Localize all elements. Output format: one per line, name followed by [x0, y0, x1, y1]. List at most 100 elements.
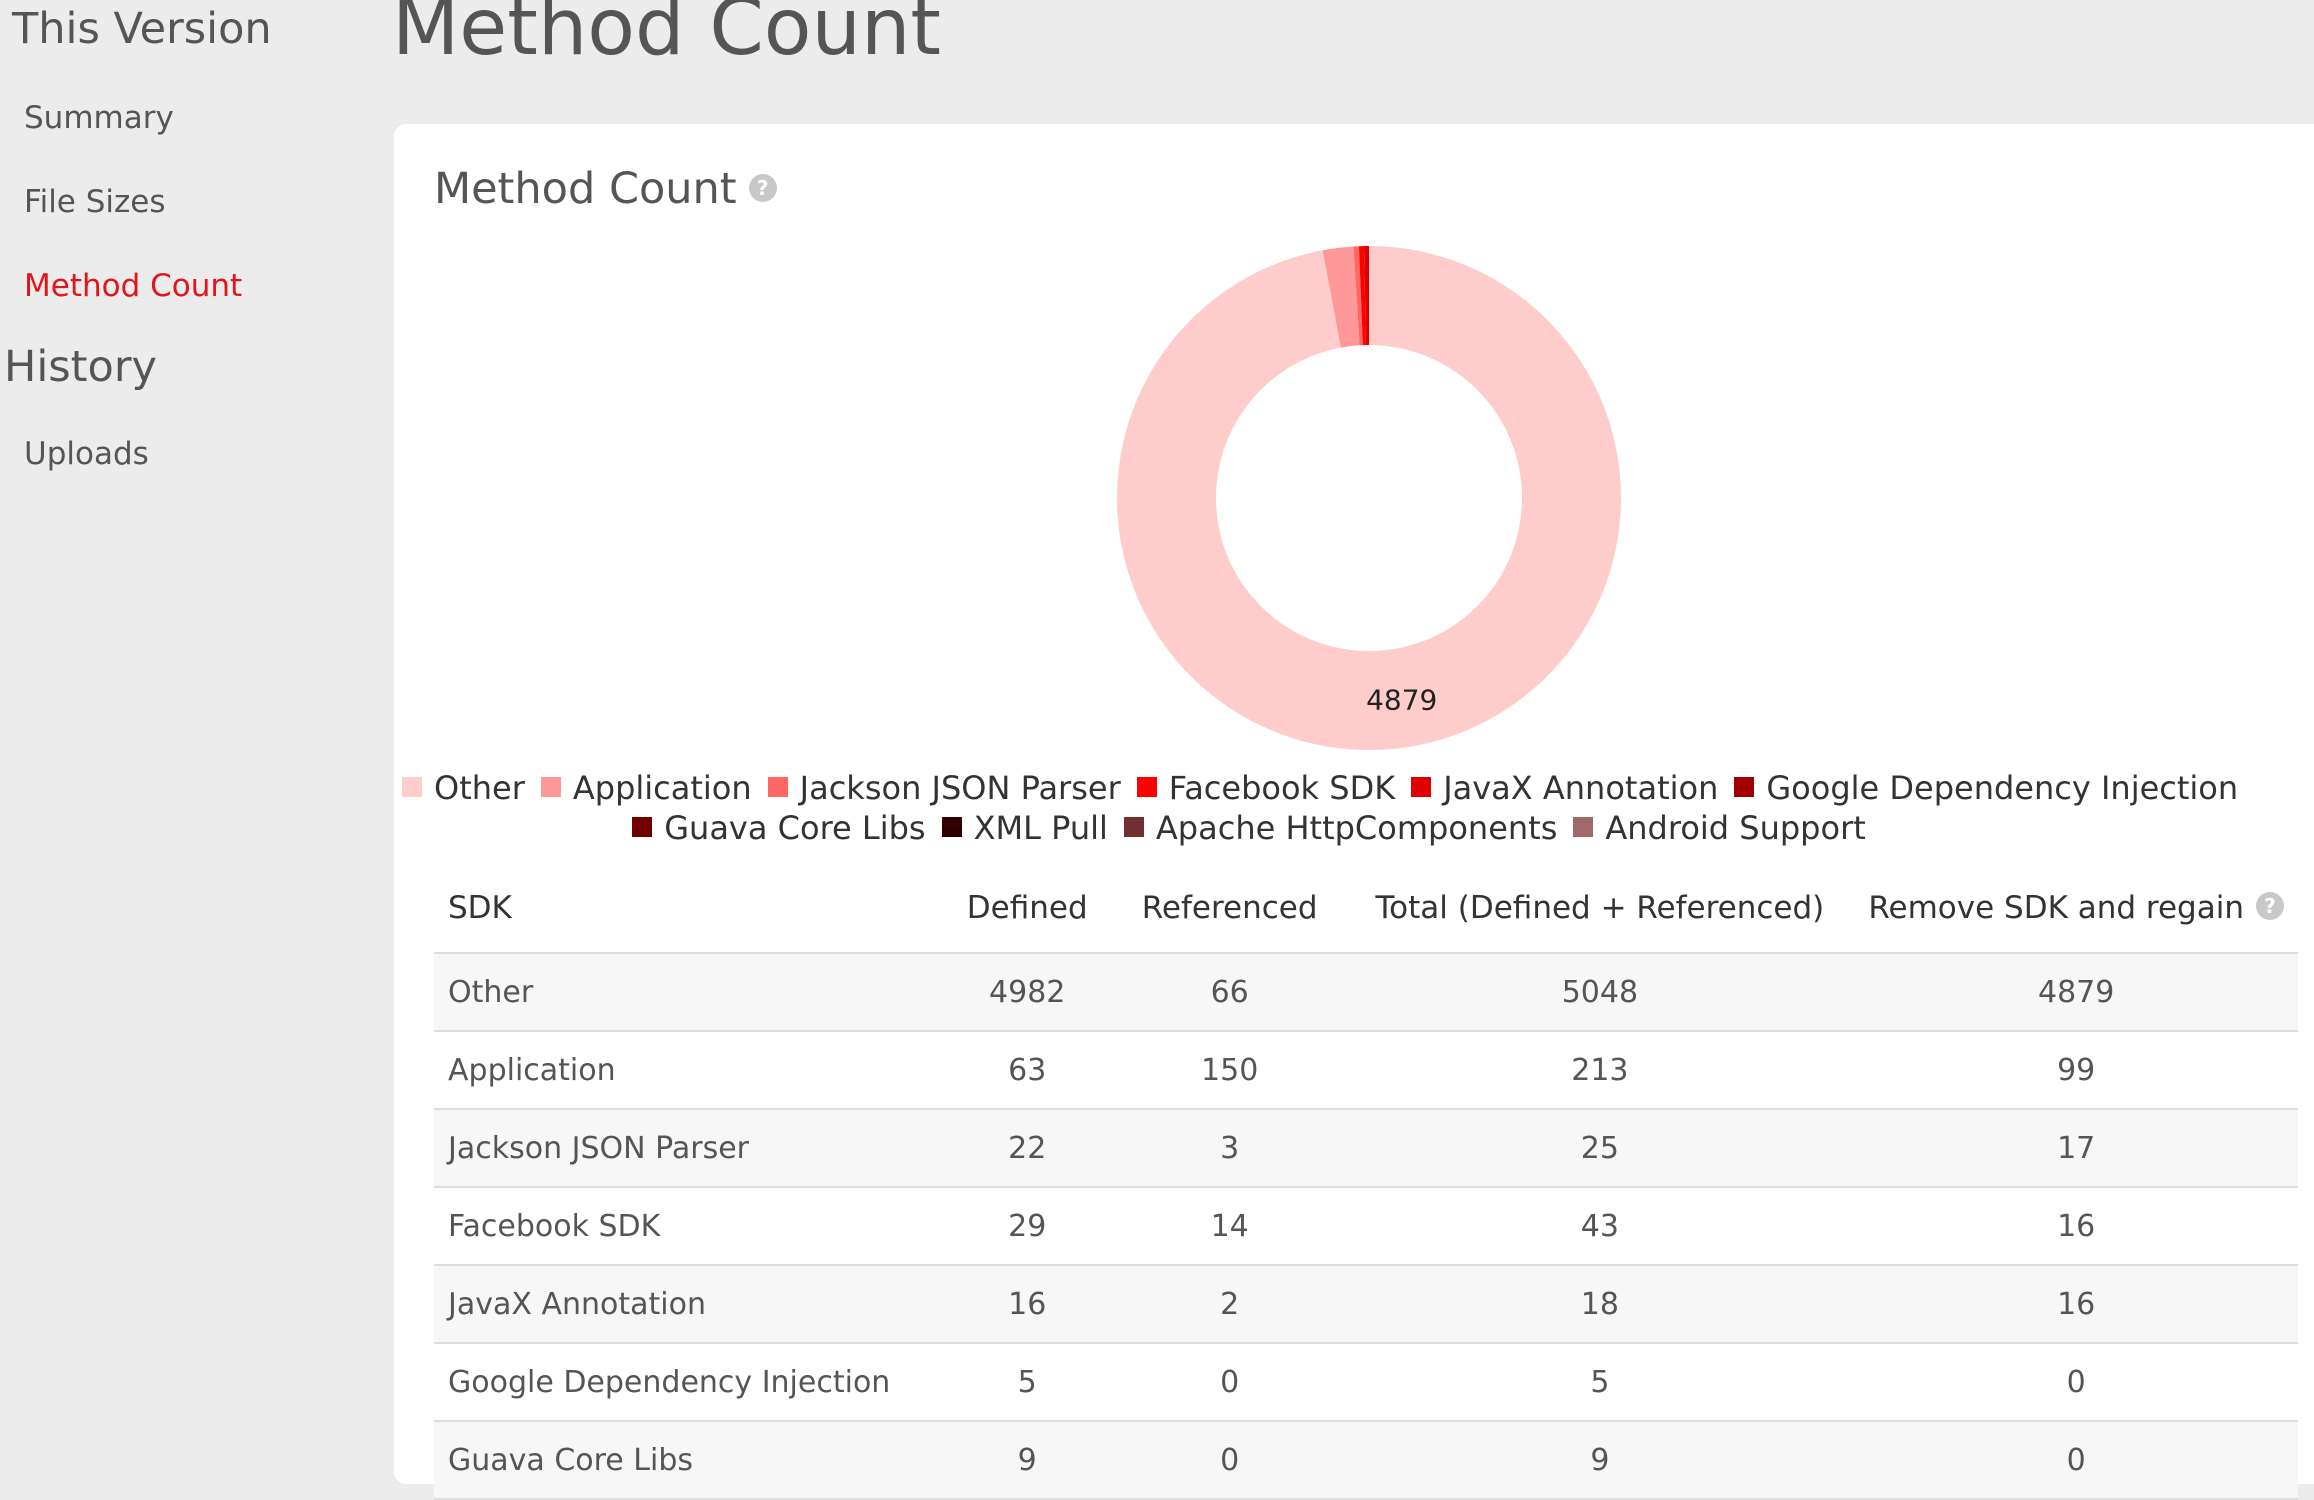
- table-row: Google Dependency Injection 5 0 5 0: [434, 1343, 2298, 1422]
- legend-item-application[interactable]: Application: [540, 768, 752, 808]
- legend-label: Google Dependency Injection: [1766, 769, 2239, 807]
- cell-sdk: Application: [434, 1031, 941, 1110]
- card-title-text: Method Count: [434, 164, 737, 214]
- legend-item-guava-core-libs[interactable]: Guava Core Libs: [632, 808, 926, 848]
- col-header-total[interactable]: Total (Defined + Referenced): [1345, 864, 1855, 954]
- legend-swatch: [1123, 817, 1144, 837]
- cell-sdk: Facebook SDK: [434, 1187, 941, 1266]
- legend-swatch: [402, 777, 422, 797]
- donut-slice-other[interactable]: [1117, 246, 1621, 750]
- sidebar-item-uploads[interactable]: Uploads: [24, 436, 149, 472]
- legend-swatch: [1573, 817, 1594, 837]
- cell-regain: 4879: [1854, 953, 2298, 1032]
- donut-slice-facebook-sdk[interactable]: [1358, 246, 1366, 346]
- legend-swatch: [1734, 777, 1755, 797]
- table-row: JavaX Annotation 16 2 18 16: [434, 1265, 2298, 1344]
- cell-sdk: Guava Core Libs: [434, 1421, 941, 1500]
- cell-total: 9: [1345, 1421, 1855, 1500]
- cell-sdk: JavaX Annotation: [434, 1265, 941, 1344]
- legend-item-android-support[interactable]: Android Support: [1573, 808, 1866, 848]
- legend-label: Facebook SDK: [1168, 769, 1396, 807]
- col-header-defined[interactable]: Defined: [940, 864, 1114, 954]
- cell-total: 18: [1345, 1265, 1855, 1344]
- legend-swatch: [1136, 777, 1157, 797]
- donut-data-label: 4879: [1366, 684, 1437, 717]
- method-count-card: Method Count? 4879 Other Application Jacks…: [394, 124, 2314, 1500]
- legend-swatch: [1411, 777, 1432, 797]
- donut-slice-jackson-json-parser[interactable]: [1353, 246, 1363, 346]
- cell-total: 5048: [1345, 953, 1855, 1032]
- legend-swatch: [632, 817, 653, 837]
- cell-defined: 9: [940, 1421, 1114, 1500]
- cell-defined: 5: [940, 1343, 1114, 1422]
- cell-referenced: 2: [1113, 1265, 1346, 1344]
- chart-legend: Other Application Jackson JSON Parser Faceb…: [394, 768, 2238, 848]
- table-row: Guava Core Libs 9 0 9 0: [434, 1421, 2298, 1500]
- legend-row: Other Application Jackson JSON Parser Faceb…: [394, 768, 2238, 808]
- sidebar-item-summary[interactable]: Summary: [24, 100, 174, 136]
- legend-label: Jackson JSON Parser: [799, 769, 1121, 807]
- cell-referenced: 0: [1113, 1343, 1346, 1422]
- legend-item-google-dependency-injection[interactable]: Google Dependency Injection: [1734, 768, 2238, 808]
- legend-label: Application: [572, 769, 752, 807]
- cell-referenced: 150: [1113, 1031, 1346, 1110]
- donut-slice-javax-annotation[interactable]: [1363, 246, 1369, 346]
- legend-item-jackson-json-parser[interactable]: Jackson JSON Parser: [767, 768, 1121, 808]
- col-header-remove-sdk-label: Remove SDK and regain: [1868, 890, 2244, 926]
- col-header-remove-sdk[interactable]: Remove SDK and regain?: [1854, 864, 2298, 954]
- cell-regain: 99: [1854, 1031, 2298, 1110]
- legend-item-javax-annotation[interactable]: JavaX Annotation: [1411, 768, 1718, 808]
- cell-referenced: 0: [1113, 1421, 1346, 1500]
- sidebar-item-file-sizes[interactable]: File Sizes: [24, 184, 166, 220]
- legend-swatch: [767, 777, 788, 797]
- cell-referenced: 14: [1113, 1187, 1346, 1266]
- legend-swatch: [540, 777, 561, 797]
- cell-regain: 0: [1854, 1343, 2298, 1422]
- legend-label: Android Support: [1605, 809, 1866, 847]
- cell-regain: 0: [1854, 1421, 2298, 1500]
- donut-chart: 4879: [1117, 246, 1621, 750]
- legend-swatch: [941, 817, 962, 837]
- table-row: Jackson JSON Parser 22 3 25 17: [434, 1109, 2298, 1188]
- legend-item-other[interactable]: Other: [402, 768, 525, 808]
- sidebar: This Version Summary File Sizes Method C…: [0, 0, 390, 1462]
- sidebar-section-this-version: This Version: [12, 4, 272, 54]
- legend-label: JavaX Annotation: [1443, 769, 1719, 807]
- page-title: Method Count: [392, 0, 941, 73]
- cell-sdk: Google Dependency Injection: [434, 1343, 941, 1422]
- legend-label: Other: [434, 769, 525, 807]
- cell-total: 5: [1345, 1343, 1855, 1422]
- cell-referenced: 66: [1113, 953, 1346, 1032]
- legend-label: Guava Core Libs: [664, 809, 926, 847]
- cell-regain: 16: [1854, 1265, 2298, 1344]
- sidebar-section-history: History: [4, 342, 157, 392]
- donut-slice-application[interactable]: [1322, 246, 1360, 348]
- cell-total: 213: [1345, 1031, 1855, 1110]
- sdk-table: SDK Defined Referenced Total (Defined + …: [434, 864, 2298, 1500]
- help-icon[interactable]: ?: [748, 173, 777, 202]
- cell-regain: 16: [1854, 1187, 2298, 1266]
- sidebar-item-method-count[interactable]: Method Count: [24, 268, 243, 304]
- cell-defined: 29: [940, 1187, 1114, 1266]
- card-title: Method Count?: [434, 164, 777, 214]
- table-row: Application 63 150 213 99: [434, 1031, 2298, 1110]
- table-header-row: SDK Defined Referenced Total (Defined + …: [434, 864, 2298, 954]
- cell-sdk: Other: [434, 953, 941, 1032]
- legend-label: XML Pull: [973, 809, 1108, 847]
- legend-label: Apache HttpComponents: [1155, 809, 1558, 847]
- cell-defined: 63: [940, 1031, 1114, 1110]
- col-header-sdk[interactable]: SDK: [434, 864, 941, 954]
- legend-item-apache-httpcomponents[interactable]: Apache HttpComponents: [1123, 808, 1558, 848]
- cell-sdk: Jackson JSON Parser: [434, 1109, 941, 1188]
- table-row: Other 4982 66 5048 4879: [434, 953, 2298, 1032]
- cell-referenced: 3: [1113, 1109, 1346, 1188]
- legend-item-xml-pull[interactable]: XML Pull: [941, 808, 1108, 848]
- cell-total: 43: [1345, 1187, 1855, 1266]
- cell-defined: 4982: [940, 953, 1114, 1032]
- cell-regain: 17: [1854, 1109, 2298, 1188]
- legend-row: Guava Core Libs XML Pull Apache HttpCompon…: [394, 808, 2104, 848]
- cell-total: 25: [1345, 1109, 1855, 1188]
- help-icon[interactable]: ?: [2256, 891, 2284, 920]
- legend-item-facebook-sdk[interactable]: Facebook SDK: [1136, 768, 1396, 808]
- col-header-referenced[interactable]: Referenced: [1113, 864, 1346, 954]
